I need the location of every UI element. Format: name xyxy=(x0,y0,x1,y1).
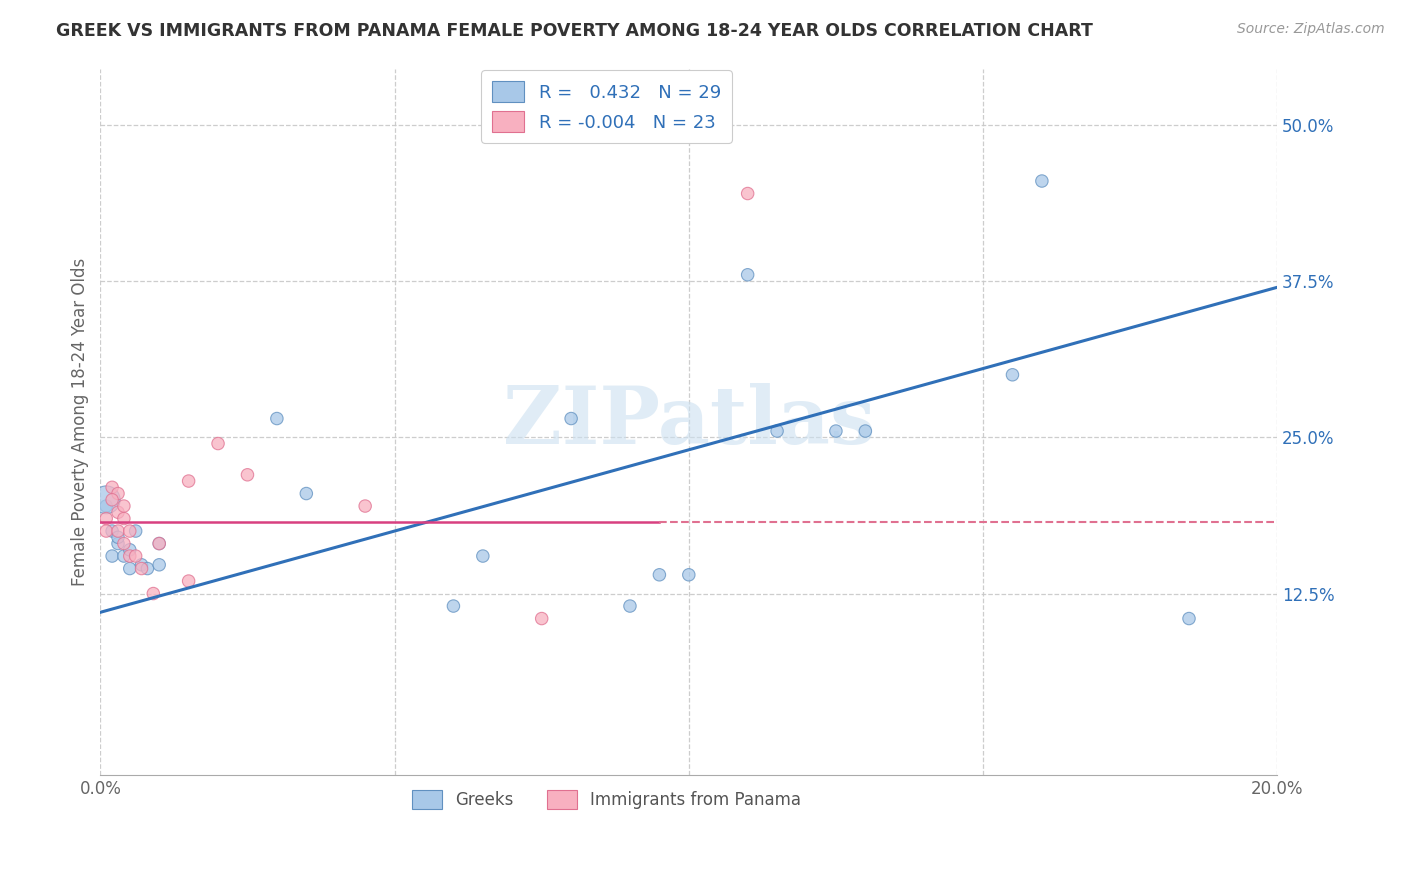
Point xyxy=(619,599,641,613)
Point xyxy=(148,558,170,572)
Point xyxy=(118,549,141,563)
Point xyxy=(1031,174,1053,188)
Point xyxy=(766,424,789,438)
Point xyxy=(118,542,141,557)
Point xyxy=(96,492,118,507)
Point xyxy=(118,524,141,538)
Point xyxy=(471,549,494,563)
Point xyxy=(148,536,170,550)
Point xyxy=(560,411,582,425)
Point xyxy=(107,536,129,550)
Text: ZIPatlas: ZIPatlas xyxy=(503,383,875,460)
Point xyxy=(124,524,146,538)
Text: Source: ZipAtlas.com: Source: ZipAtlas.com xyxy=(1237,22,1385,37)
Point xyxy=(101,524,124,538)
Point xyxy=(354,499,377,513)
Y-axis label: Female Poverty Among 18-24 Year Olds: Female Poverty Among 18-24 Year Olds xyxy=(72,258,89,586)
Point xyxy=(136,561,159,575)
Point xyxy=(678,567,700,582)
Point xyxy=(107,530,129,544)
Point xyxy=(207,436,229,450)
Legend: Greeks, Immigrants from Panama: Greeks, Immigrants from Panama xyxy=(405,783,808,816)
Point xyxy=(530,611,553,625)
Point xyxy=(131,558,153,572)
Point xyxy=(142,586,165,600)
Text: GREEK VS IMMIGRANTS FROM PANAMA FEMALE POVERTY AMONG 18-24 YEAR OLDS CORRELATION: GREEK VS IMMIGRANTS FROM PANAMA FEMALE P… xyxy=(56,22,1092,40)
Point xyxy=(737,186,759,201)
Point xyxy=(1001,368,1024,382)
Point xyxy=(236,467,259,482)
Point xyxy=(112,511,135,525)
Point xyxy=(107,524,129,538)
Point xyxy=(96,511,118,525)
Point xyxy=(148,536,170,550)
Point xyxy=(96,524,118,538)
Point xyxy=(107,505,129,519)
Point xyxy=(131,561,153,575)
Point xyxy=(112,499,135,513)
Point xyxy=(112,549,135,563)
Point xyxy=(124,549,146,563)
Point xyxy=(1178,611,1201,625)
Point xyxy=(101,549,124,563)
Point xyxy=(648,567,671,582)
Point xyxy=(441,599,464,613)
Point xyxy=(101,480,124,494)
Point xyxy=(118,561,141,575)
Point xyxy=(107,486,129,500)
Point xyxy=(266,411,288,425)
Point xyxy=(177,474,200,488)
Point xyxy=(101,492,124,507)
Point xyxy=(737,268,759,282)
Point xyxy=(295,486,318,500)
Point xyxy=(177,574,200,588)
Point xyxy=(112,536,135,550)
Point xyxy=(853,424,876,438)
Point xyxy=(96,499,118,513)
Point xyxy=(825,424,848,438)
